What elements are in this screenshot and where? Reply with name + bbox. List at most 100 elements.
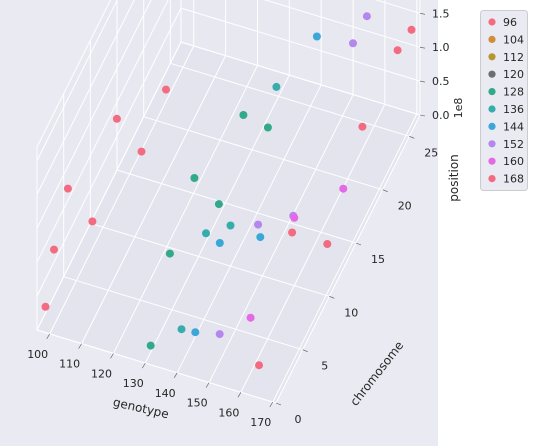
y-tick-label: 10 [344, 306, 358, 319]
data-point [288, 228, 297, 237]
z-grid-line-side [36, 0, 135, 195]
data-point [407, 25, 416, 34]
z-tick-mark [419, 13, 426, 15]
legend-marker [488, 175, 496, 183]
y-tick-mark [355, 242, 362, 246]
z-tick-label: 1.5 [432, 7, 450, 20]
data-point [190, 174, 199, 182]
legend-marker [488, 105, 496, 113]
z-grid-line-side [36, 41, 182, 331]
legend-label: 104 [503, 33, 524, 46]
y-axis-ticks: 0 5 10 15 20 25 [275, 136, 438, 426]
y-tick-label: 25 [424, 146, 438, 159]
x-grid-line-floor [240, 104, 386, 393]
legend-label: 144 [503, 120, 524, 133]
series-144 [191, 32, 321, 337]
y-grid-line-floor [90, 222, 330, 297]
data-point [255, 361, 263, 370]
x-tick-mark [205, 382, 210, 388]
data-point [272, 82, 281, 91]
data-point [290, 213, 299, 222]
x-grid-line-floor [144, 74, 290, 364]
data-point [162, 85, 170, 94]
legend-marker [488, 18, 496, 26]
y-grid-line-floor [170, 62, 410, 137]
data-point [323, 240, 332, 248]
y-tick-label: 20 [398, 200, 412, 213]
legend-entry: 136 [488, 103, 524, 116]
legend-entry: 168 [488, 173, 524, 186]
z-grid-line-side [36, 7, 182, 297]
data-point [165, 249, 174, 258]
y-tick-mark [382, 189, 388, 192]
x-tick-label: 130 [123, 377, 144, 390]
z-offset-text: 1e8 [452, 98, 465, 119]
x-grid-line-floor [49, 45, 195, 335]
x-tick-mark [269, 401, 274, 408]
z-tick-label: 0.0 [432, 109, 450, 122]
x-grid-line-floor [272, 113, 418, 403]
data-point [256, 233, 265, 242]
data-point [239, 111, 248, 119]
z-grid-line-side [36, 0, 169, 263]
x-tick-label: 150 [187, 397, 208, 410]
data-point [146, 341, 155, 350]
legend-marker [488, 70, 496, 78]
series-128 [146, 111, 272, 350]
x-tick-label: 110 [59, 358, 80, 371]
z-tick-label: 0.5 [432, 75, 450, 88]
legend-marker [488, 53, 496, 61]
grid-lines [36, 0, 421, 404]
y-grid-line-floor [116, 169, 357, 244]
legend-entry: 120 [488, 68, 524, 81]
legend-label: 160 [503, 155, 524, 168]
x-grid-line-floor [81, 55, 227, 344]
series-96 [41, 85, 170, 311]
series-136 [177, 82, 281, 334]
data-point [393, 46, 402, 55]
z-grid-line-back [180, 7, 421, 82]
data-point [339, 184, 348, 193]
data-point [214, 200, 223, 209]
y-tick-mark [329, 296, 335, 299]
legend-entry: 112 [488, 51, 524, 64]
x-tick-label: 160 [218, 406, 239, 419]
z-grid-line-side [36, 0, 118, 161]
x-tick-mark [237, 392, 242, 398]
data-point [88, 217, 97, 226]
series-160 [246, 184, 348, 322]
z-tick-mark [419, 114, 426, 117]
x-grid-line-floor [113, 65, 258, 354]
x-tick-mark [173, 372, 178, 378]
legend-label: 152 [503, 138, 524, 151]
legend: 96 104 112 120 128 136 144 152 160 168 [480, 10, 528, 191]
legend-marker [488, 140, 496, 148]
legend-entry: 160 [488, 155, 524, 168]
legend-entry: 128 [488, 86, 524, 99]
x-tick-mark [46, 333, 50, 340]
y-grid-line-floor [36, 329, 277, 404]
x-tick-label: 170 [250, 416, 271, 429]
data-point [358, 122, 367, 131]
y-tick-mark [302, 349, 308, 352]
z-tick-label: 1.0 [432, 41, 450, 54]
z-tick-mark [419, 80, 426, 83]
x-tick-label: 140 [155, 387, 176, 400]
x-axis-ticks: 100 110 120 130 140 150 160 170 [27, 333, 274, 429]
data-point [137, 147, 146, 156]
data-point [349, 39, 357, 48]
z-grid-line-back [263, 0, 421, 48]
y-tick-label: 15 [371, 253, 385, 266]
legend-label: 120 [503, 68, 524, 81]
z-axis-ticks: 0.00.51.01.52.02.5 [419, 7, 450, 122]
legend-label: 128 [503, 86, 524, 99]
series-168 [255, 25, 416, 370]
legend-marker [488, 157, 496, 165]
data-point [112, 114, 121, 123]
z-grid-line-back [374, 0, 421, 14]
data-point [50, 245, 58, 254]
z-tick-mark [419, 46, 426, 49]
y-tick-mark [275, 402, 282, 406]
legend-marker [488, 122, 496, 130]
legend-label: 168 [503, 173, 524, 186]
